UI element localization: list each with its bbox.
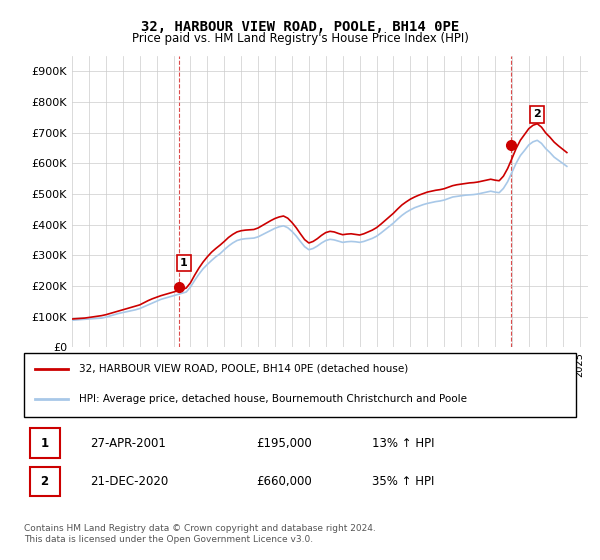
Text: 21-DEC-2020: 21-DEC-2020 [90, 475, 169, 488]
FancyBboxPatch shape [29, 466, 60, 496]
Text: This data is licensed under the Open Government Licence v3.0.: This data is licensed under the Open Gov… [24, 535, 313, 544]
Text: 32, HARBOUR VIEW ROAD, POOLE, BH14 0PE (detached house): 32, HARBOUR VIEW ROAD, POOLE, BH14 0PE (… [79, 364, 409, 374]
Text: 1: 1 [40, 437, 49, 450]
FancyBboxPatch shape [24, 353, 576, 417]
Text: £195,000: £195,000 [256, 437, 311, 450]
Text: 27-APR-2001: 27-APR-2001 [90, 437, 166, 450]
Text: 32, HARBOUR VIEW ROAD, POOLE, BH14 0PE: 32, HARBOUR VIEW ROAD, POOLE, BH14 0PE [141, 20, 459, 34]
Text: 1: 1 [180, 258, 188, 268]
Text: £660,000: £660,000 [256, 475, 311, 488]
Text: 13% ↑ HPI: 13% ↑ HPI [372, 437, 434, 450]
Text: 35% ↑ HPI: 35% ↑ HPI [372, 475, 434, 488]
Text: 2: 2 [533, 109, 541, 119]
FancyBboxPatch shape [29, 428, 60, 458]
Text: HPI: Average price, detached house, Bournemouth Christchurch and Poole: HPI: Average price, detached house, Bour… [79, 394, 467, 404]
Text: Price paid vs. HM Land Registry's House Price Index (HPI): Price paid vs. HM Land Registry's House … [131, 32, 469, 45]
Text: Contains HM Land Registry data © Crown copyright and database right 2024.: Contains HM Land Registry data © Crown c… [24, 524, 376, 533]
Text: 2: 2 [40, 475, 49, 488]
